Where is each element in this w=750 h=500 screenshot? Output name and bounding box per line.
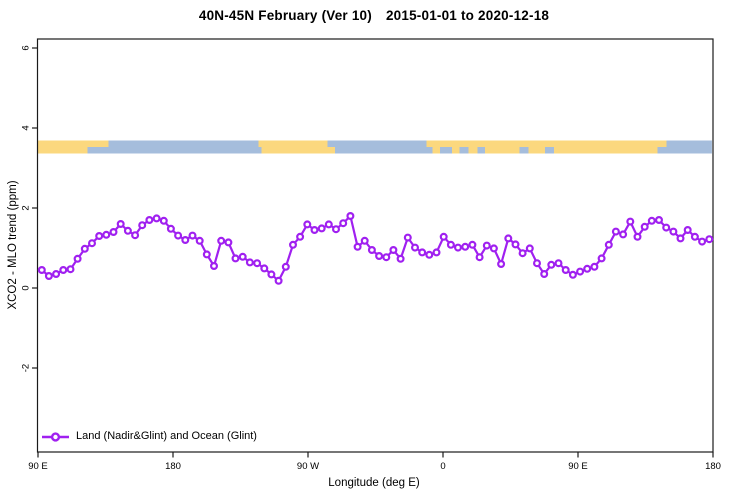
svg-text:0: 0 [440,461,445,472]
chart-title-region: 40N-45N February (Ver 10) [198,8,372,23]
svg-text:90 E: 90 E [568,461,588,472]
svg-text:0: 0 [21,285,32,290]
x-axis-label: Longitude (deg E) [328,477,420,489]
svg-text:-2: -2 [21,364,32,372]
surface-type-band [37,140,712,154]
svg-text:4: 4 [21,125,32,130]
svg-text:90 E: 90 E [28,461,48,472]
svg-text:180: 180 [705,461,721,472]
svg-text:6: 6 [21,45,32,50]
svg-text:180: 180 [165,461,181,472]
data-series [37,212,714,285]
svg-text:2: 2 [21,205,32,210]
legend-marker [42,432,69,442]
chart-title-daterange: 2015-01-01 to 2020-12-18 [385,8,550,23]
y-axis-label: XCO2 - MLO trend (ppm) [7,180,19,310]
svg-text:90 W: 90 W [297,461,319,472]
chart-title: 40N-45N February (Ver 10) 2015-01-01 to … [0,8,748,23]
legend-label: Land (Nadir&Glint) and Ocean (Glint) [76,430,257,442]
axes: -2 0 2 4 6 90 E 180 90 W 0 90 E 180 [21,38,721,472]
